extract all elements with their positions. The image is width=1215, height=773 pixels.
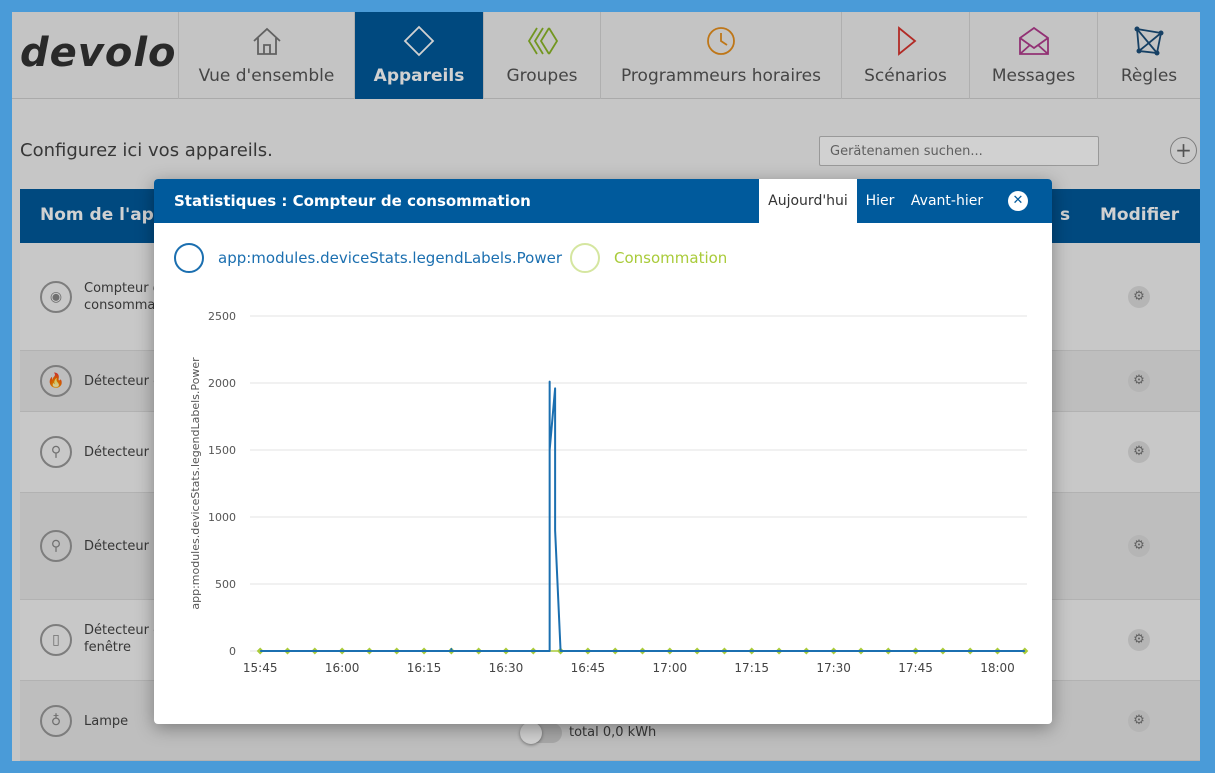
gear-icon[interactable]: ⚙	[1128, 286, 1150, 308]
gear-icon[interactable]: ⚙	[1128, 535, 1150, 557]
top-navigation: devolo Vue d'ensemble Appareils Groupes …	[12, 12, 1200, 99]
gear-icon[interactable]: ⚙	[1128, 370, 1150, 392]
y-tick-label: 500	[215, 578, 236, 591]
nav-overview-label: Vue d'ensemble	[198, 66, 335, 86]
x-tick-label: 17:00	[653, 661, 688, 675]
tab-day-before-yesterday[interactable]: Avant-hier	[910, 193, 984, 209]
legend-marker-power	[174, 243, 204, 273]
play-icon	[889, 24, 923, 58]
column-modify-header: Modifier	[1100, 205, 1180, 225]
nav-groups[interactable]: Groupes	[483, 12, 600, 99]
legend-label-consumption: Consommation	[614, 249, 728, 267]
door-icon: ▯	[40, 624, 72, 656]
devices-icon	[402, 24, 436, 58]
tab-yesterday[interactable]: Hier	[865, 193, 895, 209]
y-tick-label: 0	[229, 645, 236, 658]
y-tick-label: 1500	[208, 444, 236, 457]
nav-scenarios-label: Scénarios	[864, 66, 947, 86]
y-tick-label: 2000	[208, 377, 236, 390]
x-tick-label: 16:00	[325, 661, 360, 675]
nav-groups-label: Groupes	[506, 66, 578, 86]
column-partial-header: s	[1060, 205, 1071, 225]
smoke-icon: 🔥	[40, 365, 72, 397]
nav-scenarios[interactable]: Scénarios	[841, 12, 969, 99]
add-device-button[interactable]: +	[1170, 137, 1197, 164]
nav-rules-label: Règles	[1120, 66, 1178, 86]
device-search-input[interactable]	[819, 136, 1099, 166]
groups-icon	[525, 24, 559, 58]
legend-label-power: app:modules.deviceStats.legendLabels.Pow…	[218, 249, 562, 267]
consumption-point	[1021, 647, 1029, 655]
close-icon[interactable]: ✕	[1008, 191, 1028, 211]
column-name-header[interactable]: Nom de l'appa	[40, 205, 178, 225]
nav-devices[interactable]: Appareils	[354, 12, 483, 99]
x-tick-label: 15:45	[243, 661, 278, 675]
nav-schedulers-label: Programmeurs horaires	[620, 66, 821, 86]
bulb-icon: ♁	[40, 705, 72, 737]
x-tick-label: 17:45	[898, 661, 933, 675]
x-tick-label: 18:00	[980, 661, 1015, 675]
tab-today[interactable]: Aujourd'hui	[759, 179, 857, 223]
power-chart: 0 500 1000 1500 2000 2500 15:45 16:00 16:15 16:30…	[189, 310, 1029, 683]
nav-schedulers[interactable]: Programmeurs horaires	[600, 12, 841, 99]
device-switch-toggle[interactable]	[520, 722, 562, 744]
meter-icon: ◉	[40, 281, 72, 313]
y-tick-label: 1000	[208, 511, 236, 524]
device-name: Compteur d consommat	[84, 281, 161, 313]
app-window: devolo Vue d'ensemble Appareils Groupes …	[12, 12, 1200, 761]
clock-icon	[704, 24, 738, 58]
x-axis-label: Uhrzeit	[621, 682, 664, 683]
brand-logo[interactable]: devolo	[20, 30, 177, 76]
x-tick-label: 17:15	[734, 661, 769, 675]
x-tick-label: 16:15	[407, 661, 442, 675]
device-total-consumption: total 0,0 kWh	[569, 725, 657, 740]
nav-messages-label: Messages	[991, 66, 1076, 86]
legend-item-power[interactable]: app:modules.deviceStats.legendLabels.Pow…	[174, 243, 562, 273]
modal-header: Statistiques : Compteur de consommation …	[154, 179, 1052, 223]
gear-icon[interactable]: ⚙	[1128, 629, 1150, 651]
x-tick-label: 16:30	[489, 661, 524, 675]
gear-icon[interactable]: ⚙	[1128, 441, 1150, 463]
nav-rules[interactable]: Règles	[1097, 12, 1200, 99]
nav-devices-label: Appareils	[373, 66, 465, 86]
nav-messages[interactable]: Messages	[969, 12, 1097, 99]
legend-item-consumption[interactable]: Consommation	[570, 243, 727, 273]
page-subtitle: Configurez ici vos appareils.	[20, 140, 273, 161]
legend-marker-consumption	[570, 243, 600, 273]
home-icon	[250, 24, 284, 58]
mail-icon	[1017, 24, 1051, 58]
rules-icon	[1132, 24, 1166, 58]
x-tick-label: 16:45	[571, 661, 606, 675]
y-axis-label: app:modules.deviceStats.legendLabels.Pow…	[189, 357, 202, 610]
motion-icon: ⚲	[40, 530, 72, 562]
modal-title: Statistiques : Compteur de consommation	[174, 192, 531, 210]
nav-overview[interactable]: Vue d'ensemble	[178, 12, 354, 99]
device-name: Lampe	[84, 714, 129, 729]
power-series-line	[260, 380, 1025, 652]
x-tick-label: 17:30	[816, 661, 851, 675]
statistics-modal: Statistiques : Compteur de consommation …	[154, 179, 1052, 724]
gear-icon[interactable]: ⚙	[1128, 710, 1150, 732]
motion-icon: ⚲	[40, 436, 72, 468]
y-tick-label: 2500	[208, 310, 236, 323]
